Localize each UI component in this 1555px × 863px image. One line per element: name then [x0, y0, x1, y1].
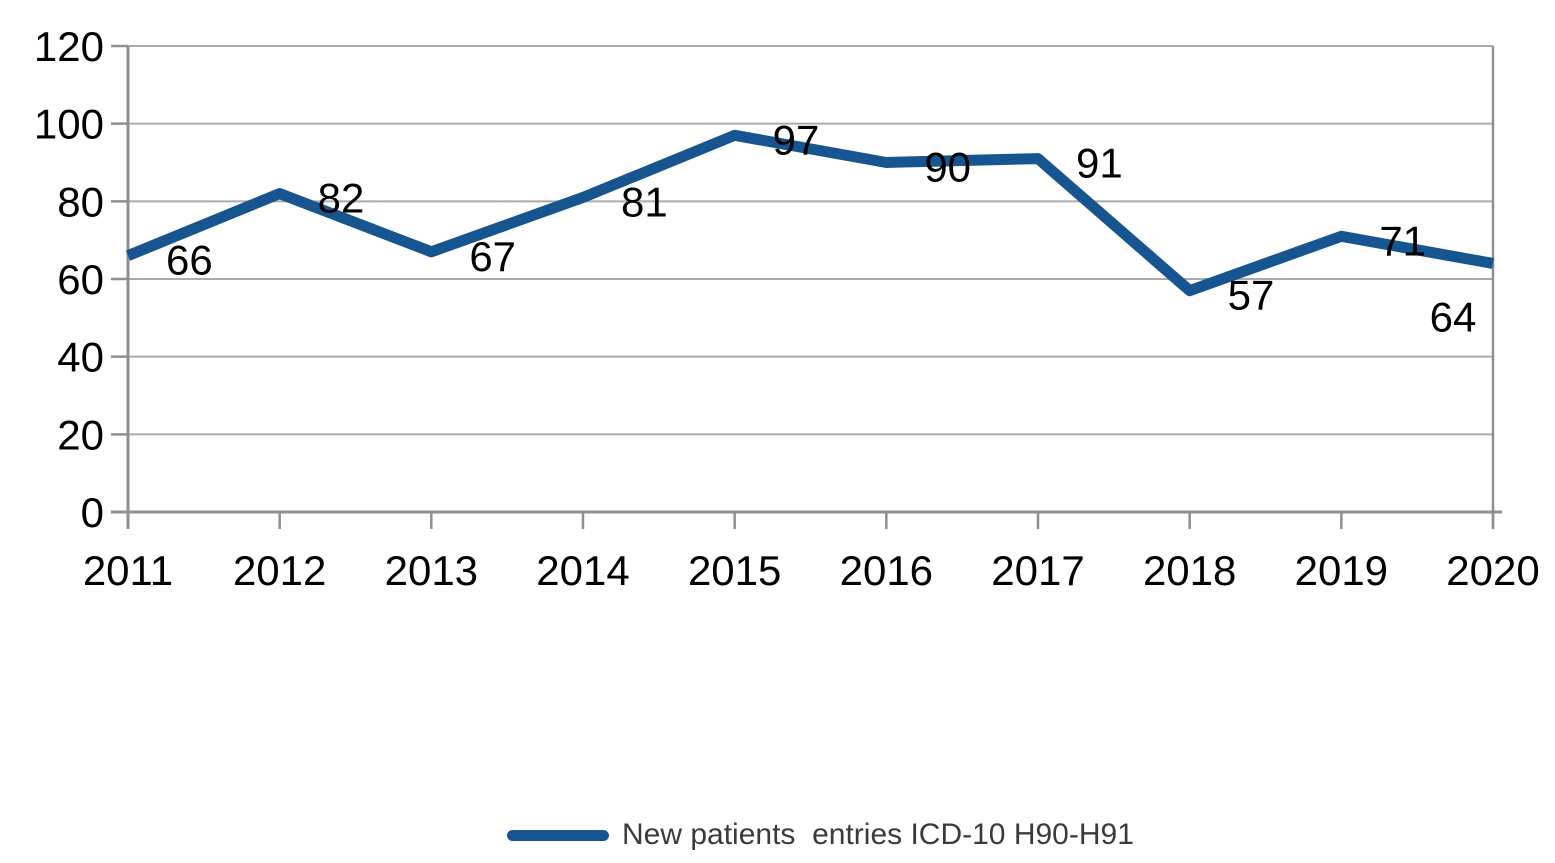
- data-label: 64: [1430, 293, 1477, 340]
- data-label: 57: [1228, 272, 1275, 319]
- legend-line-marker: [507, 829, 609, 841]
- x-axis-label: 2020: [1446, 547, 1539, 594]
- data-label: 81: [621, 178, 668, 225]
- y-axis-label: 20: [57, 411, 104, 458]
- x-axis-label: 2019: [1295, 547, 1388, 594]
- chart-canvas: 0 20 40 60 80 100 120 2011 2012 2013 2014 2015 2016 2…: [34, 23, 1540, 594]
- data-label: 66: [166, 237, 213, 284]
- y-axis-label: 120: [34, 23, 104, 70]
- chart-legend: New patients entries ICD-10 H90-H91: [507, 818, 1134, 852]
- y-axis-label: 80: [57, 178, 104, 225]
- y-axis-label: 100: [34, 101, 104, 148]
- x-axis-label: 2014: [536, 547, 629, 594]
- data-label: 82: [318, 175, 365, 222]
- x-axis-label: 2016: [840, 547, 933, 594]
- data-label: 97: [773, 116, 820, 163]
- y-axis-label: 60: [57, 256, 104, 303]
- data-label: 91: [1076, 140, 1123, 187]
- legend-series-label: New patients entries ICD-10 H90-H91: [622, 818, 1134, 851]
- x-axis-label: 2013: [385, 547, 478, 594]
- x-axis-label: 2018: [1143, 547, 1236, 594]
- x-axis-label: 2015: [688, 547, 781, 594]
- x-axis-label: 2011: [83, 547, 173, 594]
- data-label: 90: [924, 144, 971, 191]
- y-axis-label: 40: [57, 334, 104, 381]
- x-axis-label: 2012: [233, 547, 326, 594]
- data-label: 67: [469, 233, 516, 280]
- data-label: 71: [1379, 217, 1426, 264]
- y-axis-label: 0: [81, 489, 104, 536]
- series-line: [125, 129, 1494, 297]
- x-axis-label: 2017: [991, 547, 1084, 594]
